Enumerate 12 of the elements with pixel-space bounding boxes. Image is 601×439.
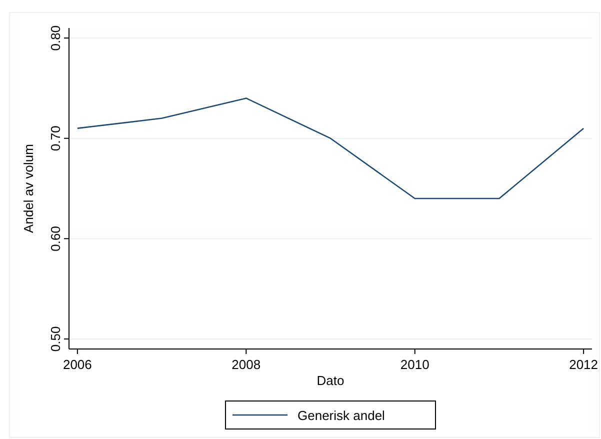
legend-label: Generisk andel — [298, 408, 386, 423]
y-axis-title: Andel av volum — [21, 144, 36, 233]
x-tick-label: 2010 — [400, 357, 430, 372]
x-tick-label: 2006 — [62, 357, 92, 372]
x-axis-title: Dato — [316, 373, 344, 388]
y-tick-label: 0.60 — [48, 226, 63, 252]
y-tick-label: 0.80 — [48, 25, 63, 51]
y-tick-label: 0.50 — [48, 326, 63, 352]
x-tick-label: 2008 — [232, 357, 261, 372]
line-series — [76, 98, 584, 200]
x-tick-label: 2012 — [569, 357, 598, 372]
y-tick-label: 0.70 — [48, 126, 63, 151]
